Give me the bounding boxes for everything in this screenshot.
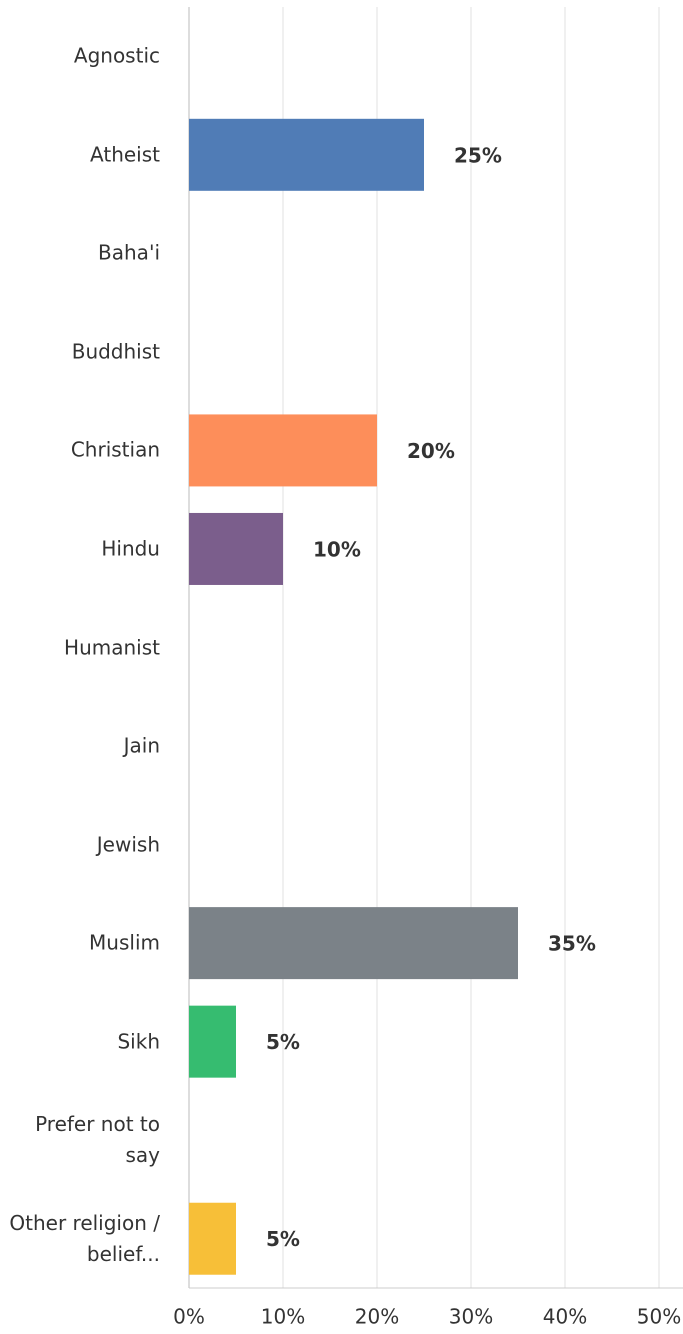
category-label: Baha'i bbox=[98, 240, 160, 265]
category-label: Prefer not to say bbox=[35, 1112, 160, 1168]
category-label: Hindu bbox=[101, 536, 160, 561]
category-label: Jain bbox=[123, 733, 160, 758]
value-label: 35% bbox=[548, 932, 596, 956]
bar bbox=[189, 512, 283, 585]
x-tick-label: 20% bbox=[355, 1305, 399, 1329]
category-label: Other religion / belief... bbox=[9, 1210, 160, 1266]
value-label: 5% bbox=[266, 1227, 300, 1251]
value-label: 10% bbox=[313, 537, 361, 561]
category-label: Sikh bbox=[117, 1029, 160, 1054]
category-label: Buddhist bbox=[71, 339, 160, 364]
category-label: Muslim bbox=[89, 930, 160, 955]
value-label: 20% bbox=[407, 439, 455, 463]
x-tick-label: 10% bbox=[261, 1305, 305, 1329]
x-tick-label: 0% bbox=[173, 1305, 205, 1329]
category-label: Jewish bbox=[96, 832, 160, 857]
category-label: Humanist bbox=[64, 635, 160, 659]
bar bbox=[189, 118, 424, 191]
bar bbox=[189, 414, 377, 487]
bar bbox=[189, 1005, 236, 1078]
value-label: 5% bbox=[266, 1030, 300, 1054]
x-tick-label: 50% bbox=[637, 1305, 681, 1329]
x-tick-label: 40% bbox=[543, 1305, 587, 1329]
category-label: Christian bbox=[70, 437, 160, 462]
bar bbox=[189, 907, 518, 980]
category-label: Atheist bbox=[90, 142, 160, 167]
category-label: Agnostic bbox=[73, 43, 160, 68]
value-label: 25% bbox=[454, 143, 502, 167]
bar bbox=[189, 1202, 236, 1275]
x-tick-label: 30% bbox=[449, 1305, 493, 1329]
